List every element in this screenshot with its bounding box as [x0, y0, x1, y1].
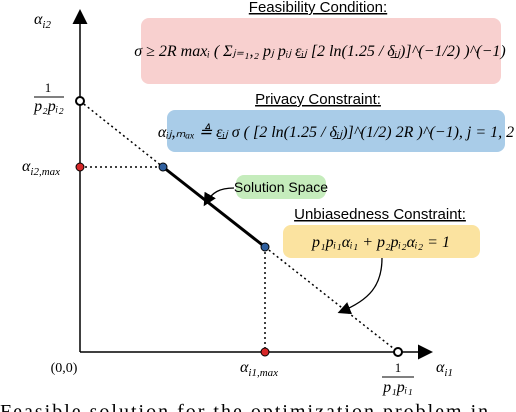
label-base: α	[240, 359, 249, 376]
feasibility-box	[141, 18, 501, 84]
dotted-line	[79, 100, 164, 168]
x-max-label: αi1,max	[240, 359, 278, 379]
fraction-den: p₂pᵢ₂	[33, 98, 64, 115]
dotted-line	[264, 246, 399, 353]
open-point	[75, 96, 85, 106]
privacy-box	[167, 110, 505, 152]
label-base: α	[34, 11, 43, 28]
privacy-title: Privacy Constraint:	[255, 91, 381, 108]
solution-box	[236, 175, 326, 199]
red-point	[75, 162, 85, 172]
label-sub: i2	[42, 19, 51, 31]
solution-label: Solution Space	[234, 179, 328, 195]
label-sub: i1	[444, 367, 453, 379]
privacy-formula: αᵢⱼ,ₘₐₓ ≜ ε̲ᵢⱼ σ ( [2 ln(1.25 / δ̲ᵢⱼ)]^(…	[158, 123, 514, 141]
fraction-num: 1	[45, 80, 52, 95]
feasibility-title: Feasibility Condition:	[249, 0, 387, 16]
blue-point	[158, 162, 168, 172]
unbiasedness-formula: p₁pᵢ₁αᵢ₁ + p₂pᵢ₂αᵢ₂ = 1	[311, 234, 450, 251]
y-axis-label: αi2	[34, 11, 51, 31]
caption: Feasible solution for the optimization p…	[0, 401, 490, 412]
arrow	[337, 257, 383, 315]
origin-label: (0,0)	[51, 361, 78, 376]
label-base: α	[436, 359, 445, 376]
arrow	[203, 187, 235, 207]
label-sub: i2,max	[30, 166, 60, 178]
red-point	[260, 347, 270, 357]
feasibility-formula: σ ≥ 2R maxᵢ ( Σⱼ₌₁,₂ pⱼ pᵢⱼ ε̲ᵢⱼ [2 ln(1…	[134, 43, 506, 60]
x-axis-label: αi1	[436, 359, 453, 379]
fraction-num: 1	[395, 360, 402, 375]
blue-point	[260, 242, 270, 252]
label-sub: i1,max	[248, 367, 278, 379]
y-max-label: αi2,max	[22, 158, 60, 178]
open-point	[393, 347, 403, 357]
fraction-den: p₁pᵢ₁	[382, 379, 413, 396]
solution-segment	[162, 165, 266, 249]
unbiasedness-box	[283, 225, 480, 258]
label-base: α	[22, 158, 31, 175]
unbiasedness-title: Unbiasedness Constraint:	[294, 206, 466, 223]
